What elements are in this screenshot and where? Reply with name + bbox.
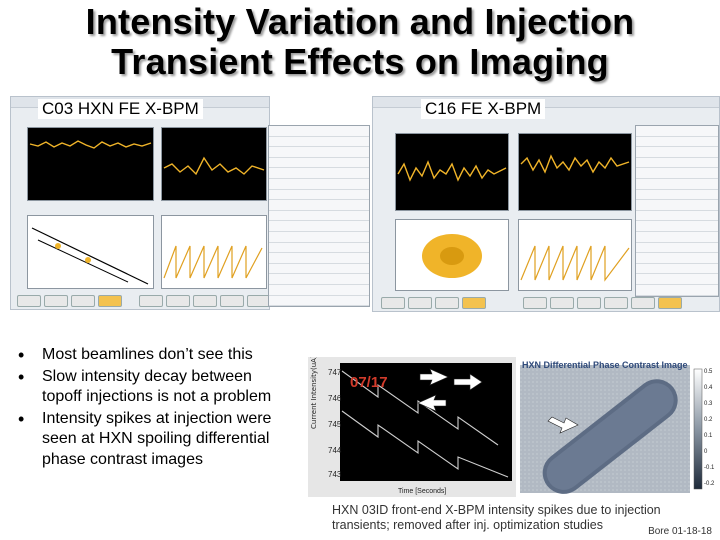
hxn-figure: Current Intensity(uA) 747 746 745 744 74… [308, 355, 720, 497]
sawtooth-trace [341, 370, 509, 478]
y-tick: 746 [328, 394, 342, 403]
colorbar-tick: 0.1 [704, 433, 713, 439]
window-bar [373, 97, 719, 108]
c03-bpm-screenshot [10, 96, 270, 310]
scale-button[interactable] [408, 297, 432, 309]
slide-title: Intensity Variation and Injection Transi… [0, 2, 720, 82]
scale-button[interactable] [17, 295, 41, 307]
c16-bpm-screenshot [372, 96, 720, 312]
colorbar-tick: -0.2 [704, 481, 715, 487]
bullet-list: Most beamlines don’t see this Slow inten… [18, 345, 288, 471]
sample-shape [542, 379, 678, 494]
intensity-plot-3 [395, 133, 509, 211]
y-tick: 747 [328, 368, 342, 377]
time-button[interactable] [139, 295, 163, 307]
time-button[interactable] [193, 295, 217, 307]
x-axis-label: Time [Seconds] [398, 488, 446, 495]
scatter-plot-2 [395, 219, 509, 291]
dpc-image-title: HXN Differential Phase Contrast Image [522, 360, 688, 370]
scale-button[interactable] [98, 295, 122, 307]
colorbar-tick: 0.2 [704, 417, 713, 423]
scale-button[interactable] [71, 295, 95, 307]
intensity-plot-2 [161, 127, 267, 201]
colorbar-tick: 0 [704, 449, 708, 455]
colorbar-tick: 0.5 [704, 369, 713, 375]
scale-buttons [17, 295, 122, 307]
time-button[interactable] [220, 295, 244, 307]
scale-button[interactable] [381, 297, 405, 309]
time-button[interactable] [550, 297, 574, 309]
sawtooth-plot-1 [161, 215, 267, 289]
y-tick: 743 [328, 470, 342, 479]
colorbar-tick: -0.1 [704, 465, 715, 471]
time-button[interactable] [166, 295, 190, 307]
colorbar-tick: 0.4 [704, 385, 713, 391]
colorbar [693, 368, 703, 490]
intensity-plot-1 [27, 127, 154, 201]
time-button[interactable] [577, 297, 601, 309]
y-tick: 745 [328, 420, 342, 429]
intensity-plot-4 [518, 133, 632, 211]
bpm-readout-table-right [635, 125, 719, 297]
arrow-icon [453, 373, 483, 391]
time-button[interactable] [658, 297, 682, 309]
colorbar-tick: 0.3 [704, 401, 713, 407]
y-tick: 744 [328, 446, 342, 455]
hxn-figure-svg: Current Intensity(uA) 747 746 745 744 74… [308, 355, 715, 497]
caption-c03: C03 HXN FE X-BPM [38, 99, 203, 119]
bullet-item: Slow intensity decay between topoff inje… [18, 367, 288, 408]
time-button[interactable] [523, 297, 547, 309]
arrow-icon [417, 394, 447, 412]
caption-c16: C16 FE X-BPM [421, 99, 546, 119]
figure-caption: HXN 03ID front-end X-BPM intensity spike… [332, 503, 661, 532]
page-number: Bore 01-18-18 [648, 526, 712, 538]
scale-button[interactable] [462, 297, 486, 309]
time-buttons-right [523, 297, 682, 309]
time-button[interactable] [247, 295, 269, 307]
title-line-2: Transient Effects on Imaging [111, 41, 609, 82]
sawtooth-plot-2 [518, 219, 632, 291]
bpm-readout-table-left [268, 125, 370, 307]
time-button[interactable] [631, 297, 655, 309]
scale-buttons-right [381, 297, 486, 309]
time-button[interactable] [604, 297, 628, 309]
bullet-item: Most beamlines don’t see this [18, 345, 288, 366]
arrow-icon [419, 368, 449, 386]
scale-button[interactable] [44, 295, 68, 307]
time-buttons [139, 295, 269, 307]
y-axis-label: Current Intensity(uA) [310, 357, 318, 429]
scatter-plot-1 [27, 215, 154, 289]
plot-area [340, 363, 512, 481]
bullet-item: Intensity spikes at injection were seen … [18, 409, 288, 471]
arrow-icon [547, 416, 579, 434]
date-label: 07/17 [350, 374, 388, 391]
title-line-1: Intensity Variation and Injection [85, 1, 635, 42]
scale-button[interactable] [435, 297, 459, 309]
